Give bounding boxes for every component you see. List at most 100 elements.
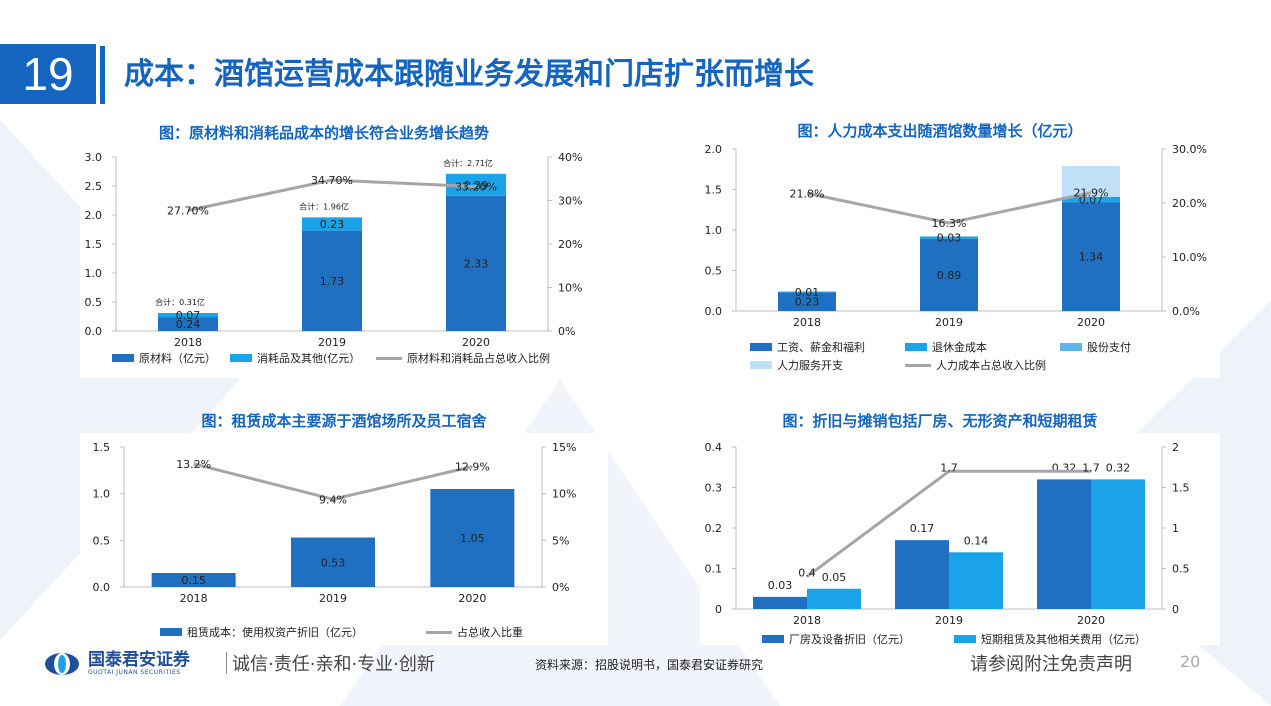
bar-1	[1091, 479, 1145, 609]
bar-total-label: 合计：1.96亿	[299, 201, 349, 211]
chart-1-legend-item-ratio: 原材料和消耗品占总收入比例	[376, 350, 550, 366]
line-data-label: 27.70%	[167, 205, 209, 218]
x-tick-label: 2018	[180, 592, 208, 605]
bar-total-label: 合计：2.71亿	[443, 158, 493, 168]
data-source: 资料来源：招股说明书，国泰君安证券研究	[535, 658, 764, 672]
y-left-tick-label: 2.0	[705, 143, 723, 156]
bar-data-label: 0.07	[1079, 194, 1104, 207]
line-data-label: 0.4	[798, 567, 816, 580]
y-right-tick-label: 2	[1172, 441, 1179, 454]
y-right-tick-label: 40%	[558, 151, 582, 164]
chart-1-legend-label: 消耗品及其他(亿元）	[257, 352, 361, 365]
x-tick-label: 2020	[1077, 614, 1105, 627]
bar-data-label: 0.01	[795, 286, 820, 299]
bar-segment-0	[778, 292, 836, 311]
title-accent-bar	[100, 46, 105, 104]
chart-1-legend-item-consumables: 消耗品及其他(亿元）	[230, 350, 360, 366]
bar-segment-0	[430, 489, 515, 587]
bar-segment-1	[446, 173, 506, 196]
bar-1	[949, 552, 1003, 609]
y-right-tick-label: 15%	[552, 441, 576, 454]
x-tick-label: 2019	[935, 614, 963, 627]
footer-page-number: 20	[1180, 652, 1201, 671]
bar-data-label: 0.24	[176, 318, 201, 331]
bar-data-label: 0.23	[795, 296, 820, 309]
line-data-label: 21.9%	[1074, 187, 1109, 200]
bar-segment-1	[302, 217, 362, 231]
bar-segment-0	[291, 537, 375, 587]
ratio-line	[806, 469, 1091, 578]
bar-data-label: 0.07	[176, 309, 201, 322]
y-left-tick-label: 0.5	[705, 265, 723, 278]
bar-segment-0	[1062, 202, 1120, 311]
x-tick-label: 2019	[935, 316, 963, 329]
ratio-line	[806, 191, 1092, 225]
chart-4-title: 图：折旧与摊销包括厂房、无形资产和短期租赁	[782, 412, 1098, 430]
line-data-label: 21.8%	[790, 187, 825, 200]
bar-data-label: 0.05	[822, 571, 847, 584]
y-right-tick-label: 20%	[558, 238, 582, 251]
chart-2-legend-item-ratio: 人力成本占总收入比例	[905, 357, 1046, 373]
y-left-tick-label: 1.0	[93, 488, 111, 501]
y-right-tick-label: 30%	[558, 195, 582, 208]
chart-3-title: 图：租赁成本主要源于酒馆场所及员工宿舍	[201, 412, 487, 430]
y-right-tick-label: 0%	[558, 325, 575, 338]
footer-separator	[226, 652, 227, 674]
bar-data-label: 0.15	[181, 574, 206, 587]
bar-data-label: 1.05	[460, 532, 485, 545]
y-left-tick-label: 0.0	[705, 305, 723, 318]
line-data-label: 33.20%	[455, 181, 497, 194]
bar-data-label: 1.73	[320, 275, 345, 288]
y-left-tick-label: 0.1	[705, 563, 723, 576]
bar-segment-0	[302, 230, 362, 331]
bar-data-label: 0.03	[768, 579, 793, 592]
y-left-tick-label: 0.2	[705, 522, 723, 535]
bar-data-label: 0.89	[937, 269, 962, 282]
logo-text-cn: 国泰君安证券	[88, 650, 190, 670]
bar-0	[1037, 479, 1091, 609]
bar-segment-3	[1062, 166, 1120, 197]
y-left-tick-label: 1.5	[85, 238, 103, 251]
chart-1-svg: 0.0 0.5 1.0 1.5 2.0 2.5 3.0 0% 10% 20% 30% 40% 2018 2…	[85, 151, 583, 349]
y-right-tick-label: 1	[1172, 522, 1179, 535]
bar-data-label: 1.34	[1079, 251, 1104, 264]
y-left-tick-label: 0.5	[93, 534, 111, 547]
chart-2-legend-item-hr-service: 人力服务开支	[750, 357, 843, 373]
chart-3-legend-item-ratio: 占总收入比重	[426, 624, 523, 640]
chart-4-legend-label: 厂房及设备折旧（亿元）	[789, 633, 910, 646]
y-left-tick-label: 0.4	[705, 441, 723, 454]
bar-data-label: 0.23	[320, 218, 345, 231]
y-left-tick-label: 1.5	[705, 184, 723, 197]
y-left-tick-label: 2.5	[85, 180, 103, 193]
chart-4-legend-label: 短期租赁及其他相关费用（亿元）	[981, 633, 1146, 646]
company-logo: 国泰君安证券 GUOTAI JUNAN SECURITIES	[44, 651, 190, 676]
chart-2-panel: 0.0 0.5 1.0 1.5 2.0 0.0% 10.0% 20.0% 30.0% 2018 20…	[700, 141, 1220, 378]
chart-2-legend-label: 人力服务开支	[777, 359, 843, 372]
bar-data-label: 0.32	[1106, 461, 1131, 474]
y-left-tick-label: 0.3	[705, 482, 723, 495]
x-tick-label: 2020	[1077, 316, 1105, 329]
chart-1-title: 图：原材料和消耗品成本的增长符合业务增长趋势	[158, 124, 489, 142]
bar-segment-0	[158, 317, 218, 331]
chart-3-legend-label: 租赁成本：使用权资产折旧（亿元）	[187, 626, 363, 639]
x-tick-label: 2019	[318, 336, 346, 349]
line-data-label: 12.9%	[455, 461, 490, 474]
line-data-label: 16.3%	[932, 217, 967, 230]
chart-2-legend-label: 工资、薪金和福利	[777, 341, 865, 354]
chart-4-svg: 0 0.1 0.2 0.3 0.4 0 0.5 1 1.5 2 2018 2019 2020 0.03 0.…	[705, 441, 1190, 627]
y-right-tick-label: 0%	[552, 581, 569, 594]
x-tick-label: 2020	[462, 336, 490, 349]
chart-2-title: 图：人力成本支出随酒馆数量增长（亿元）	[797, 122, 1083, 140]
chart-2-legend-label: 人力成本占总收入比例	[936, 359, 1046, 372]
chart-1-panel: 0.0 0.5 1.0 1.5 2.0 2.5 3.0 0% 10% 20% 30% 40% 2018 2…	[80, 143, 583, 378]
bar-data-label: 2.33	[464, 257, 489, 270]
y-left-tick-label: 0	[715, 603, 722, 616]
company-slogan: 诚信·责任·亲和·专业·创新	[232, 654, 435, 675]
line-data-label: 9.4%	[319, 493, 347, 506]
x-tick-label: 2020	[458, 592, 486, 605]
chart-2-legend-label: 退休金成本	[932, 341, 987, 354]
x-tick-label: 2018	[793, 614, 821, 627]
disclaimer-note: 请参阅附注免责声明	[970, 654, 1132, 675]
bar-data-label: 0.14	[964, 534, 989, 547]
y-right-tick-label: 5%	[552, 534, 569, 547]
